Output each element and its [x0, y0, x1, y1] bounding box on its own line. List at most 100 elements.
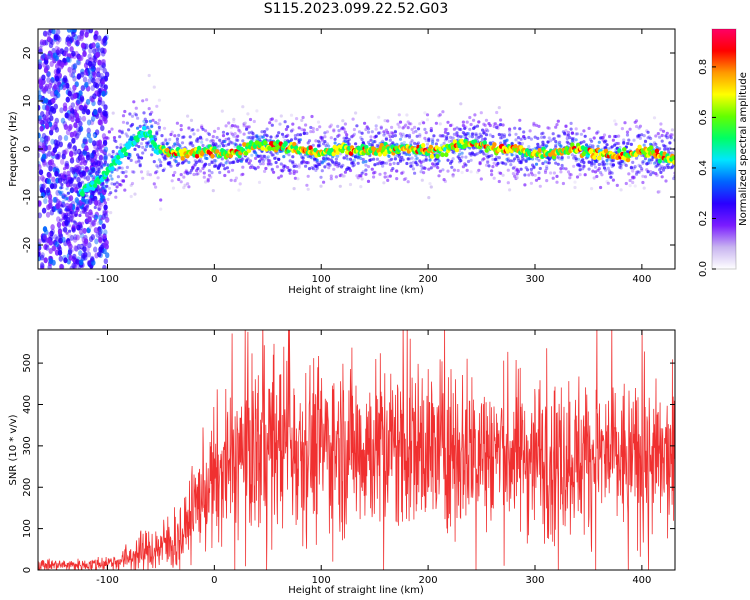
spectrogram-cell: [143, 148, 147, 152]
spectrogram-cell: [120, 129, 124, 133]
spectrogram-ridge-cell: [492, 142, 497, 147]
spectrogram-cell: [54, 45, 60, 52]
spectrogram-cell: [186, 170, 190, 174]
spectrogram-cell: [101, 223, 106, 230]
spectrogram-ridge-cell: [381, 146, 386, 151]
spectrogram-cell: [541, 140, 545, 144]
spectrogram-cell: [100, 217, 104, 221]
spectrogram-cell: [97, 229, 103, 236]
spectrogram-cell: [361, 170, 365, 174]
spectrogram-cell: [95, 42, 100, 49]
colorbar: 0.00.20.40.60.8 Normalized spectral ampl…: [698, 28, 749, 277]
spectrogram-cell: [369, 135, 373, 139]
spectrogram-cell: [48, 258, 54, 265]
spectrogram-cell: [470, 132, 474, 136]
spectrogram-cell: [410, 156, 414, 160]
spectrogram-cell: [173, 170, 177, 175]
spectrogram-cell: [401, 170, 405, 174]
spectrogram-cell: [85, 59, 90, 66]
spectrogram-cell: [573, 180, 577, 184]
spectrogram-cell: [468, 127, 472, 131]
spectrogram-cell: [147, 107, 151, 111]
spectrogram-cell: [306, 154, 310, 159]
spectrogram-cell: [386, 175, 390, 179]
spectrogram-cell: [556, 162, 560, 166]
spectrogram-cell: [77, 148, 82, 155]
spectrogram-cell: [83, 138, 89, 145]
spectrogram-cell: [375, 162, 379, 166]
spectrogram-cell: [279, 174, 283, 178]
spectrogram-ridge-cell: [444, 152, 449, 158]
spectrogram-cell: [247, 131, 251, 135]
spectrogram-cell: [259, 162, 263, 166]
spectrogram-cell: [429, 166, 433, 170]
spectrogram-cell: [555, 141, 559, 145]
spectrogram-cell: [88, 137, 93, 144]
spectrogram-cell: [558, 134, 562, 138]
spectrogram-cell: [270, 153, 274, 157]
spectrogram-cell: [60, 117, 66, 124]
spectrogram-cell: [415, 134, 419, 138]
spectrogram-cell: [139, 142, 144, 146]
spectrogram-cell: [45, 244, 50, 251]
spectrogram-cell: [329, 136, 333, 140]
spectrogram-cell: [565, 140, 569, 144]
spectrogram-cell: [329, 177, 333, 181]
spectrogram-cell: [614, 141, 618, 146]
spectrogram-cell: [406, 157, 410, 161]
spectrogram-cell: [400, 155, 404, 159]
spectrogram-cell: [261, 135, 265, 139]
spectrogram-cell: [390, 157, 394, 161]
spectrogram-cell: [69, 150, 74, 157]
spectrogram-cell: [265, 134, 269, 138]
spectrogram-cell: [664, 134, 668, 138]
spectrogram-cell: [88, 209, 93, 216]
spectrogram-cell: [198, 169, 203, 173]
spectrogram-cell: [324, 157, 328, 161]
spectrogram-cell: [393, 129, 397, 133]
spectrogram-cell: [345, 136, 349, 140]
spectrogram-cell: [80, 85, 86, 92]
spectrogram-cell: [566, 170, 571, 174]
spectrogram-cell: [38, 118, 43, 125]
spectrogram-cell: [297, 126, 301, 130]
spectrogram-cell: [409, 161, 413, 165]
spectrogram-cell: [142, 119, 146, 123]
spectrogram-cell: [236, 159, 240, 163]
spectrogram-cell: [518, 127, 522, 131]
spectrogram-cell: [121, 120, 126, 124]
spectrogram-cell: [78, 171, 82, 175]
spectrogram-cell: [95, 189, 99, 193]
y-tick-label: -10: [22, 189, 33, 205]
spectrogram-cell: [72, 93, 78, 99]
spectrogram-cell: [242, 124, 246, 128]
spectrogram-cell: [93, 205, 97, 210]
spectrogram-cell: [74, 112, 79, 119]
spectrogram-cell: [352, 163, 356, 167]
spectrogram-cell: [171, 173, 176, 177]
spectrogram-cell: [88, 72, 93, 79]
spectrogram-cell: [537, 176, 541, 180]
spectrogram-cell: [71, 148, 76, 152]
spectrogram-cell: [62, 171, 67, 175]
spectrogram-cell: [318, 125, 322, 129]
spectrogram-cell: [191, 128, 195, 132]
spectrogram-cell: [663, 147, 667, 151]
spectrogram-cell: [246, 136, 250, 140]
spectrogram-cell: [65, 181, 69, 185]
spectrogram-cell: [396, 122, 400, 126]
spectrogram-cell: [169, 132, 173, 137]
spectrogram-cell: [329, 174, 333, 178]
spectrogram-cell: [343, 130, 347, 134]
spectrogram-cell: [510, 142, 514, 146]
spectrogram-cell: [58, 84, 64, 90]
spectrogram-cell: [92, 93, 97, 100]
spectrogram-cell: [68, 195, 74, 202]
spectrogram-cell: [619, 163, 623, 167]
spectrogram-cell: [518, 118, 522, 122]
spectrogram-cell: [90, 152, 95, 159]
spectrogram-cell: [569, 127, 573, 131]
spectrogram-cell: [81, 42, 86, 49]
spectrogram-cell: [229, 178, 233, 182]
spectrogram-cell: [640, 167, 644, 171]
